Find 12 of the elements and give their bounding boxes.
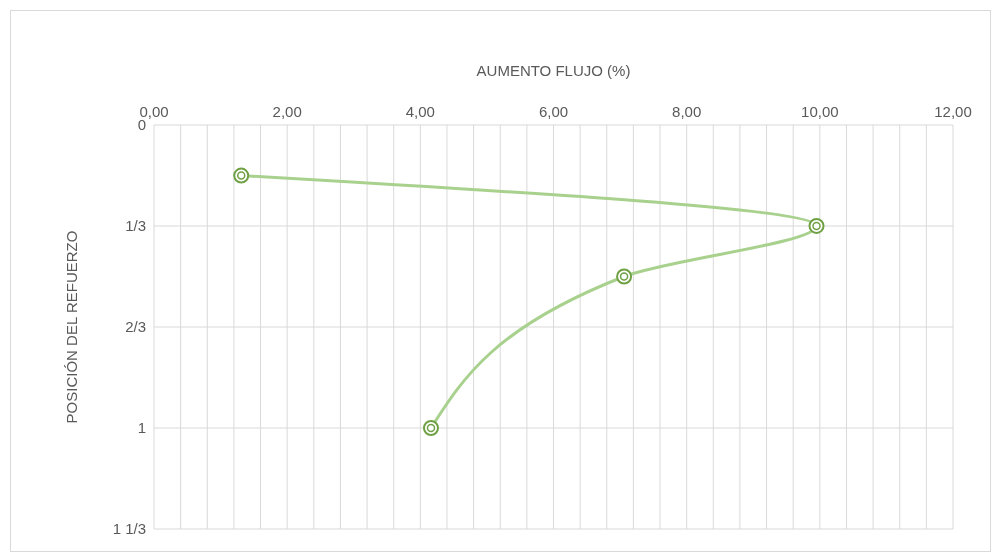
y-tick-label: 1 1/3 (112, 520, 146, 538)
y-tick-label: 2/3 (125, 318, 146, 336)
y-axis-title: POSICIÓN DEL REFUERZO (63, 230, 81, 424)
x-tick-label: 6,00 (538, 103, 569, 120)
x-axis-title: AUMENTO FLUJO (%) (476, 61, 631, 79)
y-tick-label: 1 (137, 419, 146, 437)
x-tick-label: 8,00 (672, 103, 702, 120)
x-tick-label: 12,00 (934, 103, 972, 120)
x-tick-label: 4,00 (405, 103, 435, 120)
x-tick-label: 2,00 (272, 103, 302, 120)
x-tick-label: 10,00 (801, 103, 839, 120)
y-tick-label: 1/3 (125, 217, 146, 235)
